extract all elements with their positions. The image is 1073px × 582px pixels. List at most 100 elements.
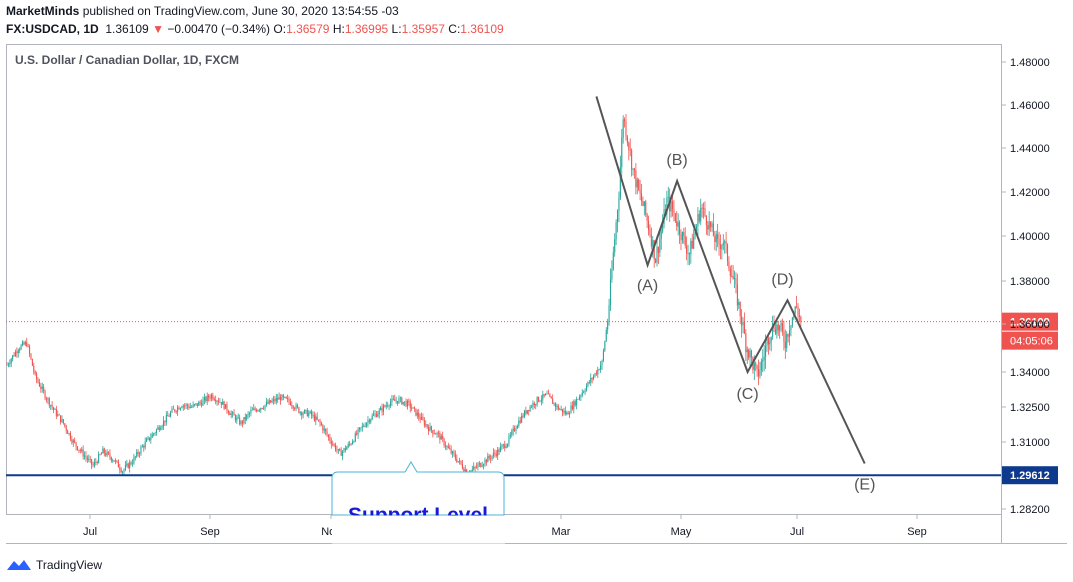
candle [17,348,19,358]
candle [60,415,62,425]
candle [343,447,345,453]
candle [123,468,125,475]
candle [711,220,713,232]
candle [649,224,651,238]
candle [309,410,311,415]
candle [583,390,585,394]
price-badge [1002,312,1058,331]
candle [422,413,424,421]
candle [789,320,791,346]
candle [612,246,614,271]
candle [708,211,710,237]
candle [351,439,353,445]
candle [378,407,380,419]
candle [677,213,679,236]
candle [690,238,692,264]
candle [507,443,509,448]
candle [366,422,368,428]
candle [460,460,462,466]
candle [209,394,211,402]
candle [433,429,435,435]
candle [399,396,401,403]
candles [6,114,802,479]
candle [6,362,8,366]
candle [256,408,258,413]
candle [349,440,351,447]
candle [26,337,28,348]
candle [783,320,785,351]
candle [439,430,441,444]
candle [195,403,197,406]
candle [295,402,297,412]
price-axis[interactable]: 1.48000 1.46000 1.44000 1.42000 1.40000 1.380… [1001,57,1050,516]
candle [573,399,575,414]
price-chart[interactable]: U.S. Dollar / Canadian Dollar, 1D, FXCM … [6,44,1067,545]
candle [203,393,205,405]
candle [676,211,678,231]
candle [371,413,373,421]
candle [787,333,789,343]
candle [171,406,173,414]
x-tick-label: May [671,526,692,538]
candle [456,454,458,464]
candle [305,409,307,415]
countdown-label: 04:05:06 [1010,336,1053,348]
candle [543,394,545,398]
candle [784,329,786,360]
candle [274,396,276,404]
candle [311,409,313,419]
candle [102,446,104,454]
candle [308,410,310,419]
candle [117,459,119,468]
candle [51,401,53,410]
candle [750,349,753,364]
candle [222,398,224,405]
candle [667,186,669,203]
candle [210,393,212,402]
candle [232,411,234,418]
candle [450,445,452,455]
candle [45,396,48,403]
author-name[interactable]: MarketMinds [6,4,80,18]
candle [120,467,122,474]
candle [594,372,596,378]
wave-pattern[interactable]: (A) (B) (C) (D) (E) [595,96,875,494]
candle [334,442,337,452]
support-level-callout[interactable]: Support Level [331,461,505,544]
plot-area-border [6,44,1002,515]
candle [749,347,751,370]
candle [521,412,523,424]
candle [566,410,568,416]
candle [16,347,18,358]
symbol-label[interactable]: FX:USDCAD, 1D [6,22,99,36]
candle [604,340,606,352]
candle [357,426,359,439]
candle [38,378,40,387]
candle [591,377,593,384]
candle [760,358,762,376]
candle [485,458,487,466]
wave-label: (E) [854,477,875,494]
candle [326,427,328,437]
wave-line[interactable] [595,96,866,464]
candle [707,220,709,236]
candle [162,416,165,431]
candle [155,428,158,436]
candle [57,410,59,417]
candle [95,458,97,466]
candle [480,462,482,468]
candle [673,200,675,222]
candle [618,191,620,223]
candle [757,359,760,386]
candle [370,418,372,425]
candle [170,410,172,418]
candle [69,431,71,442]
candle [33,362,35,375]
candle [72,438,74,447]
candle [116,460,118,464]
candle [258,408,260,413]
candle [436,431,438,439]
candle [511,428,513,438]
candle [131,459,134,467]
candle [134,455,136,461]
